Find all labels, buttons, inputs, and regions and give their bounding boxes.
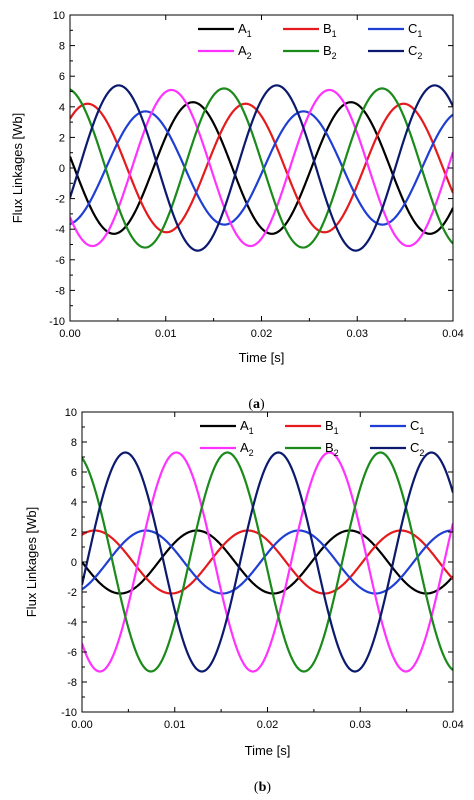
legend-label-c1: C1 (410, 418, 424, 436)
legend-label-b1: B1 (325, 418, 339, 436)
chart-panel-b: -10 -8 -6 -4 -2 0 2 4 6 8 10 0.00 0.01 0.02 0.03 0.04 Ti… (24, 407, 464, 795)
y-axis-title: Flux Linkages [Wb] (24, 507, 39, 618)
series-line-b1 (70, 102, 453, 234)
legend: A1 B1 C1 A2 B2 C2 (200, 418, 424, 458)
y-tick-label: 2 (71, 527, 77, 539)
panel-caption: (a) (248, 397, 265, 412)
y-tick-label: 8 (59, 41, 65, 53)
y-axis-title: Flux Linkages [Wb] (10, 113, 25, 224)
series-line-c2 (70, 84, 453, 252)
series-layer (82, 451, 453, 673)
y-tick-label: -4 (55, 224, 65, 236)
y-tick-label: 10 (65, 407, 77, 419)
y-tick-label: 8 (71, 437, 77, 449)
legend-label-a2: A2 (240, 440, 254, 458)
y-tick-label: 4 (59, 102, 65, 114)
y-tick-label: -2 (55, 194, 65, 206)
y-tick-label: 10 (53, 10, 65, 22)
x-axis-title: Time [s] (239, 350, 285, 365)
legend-label-b2: B2 (323, 43, 337, 61)
legend-label-b1: B1 (323, 21, 337, 39)
series-layer (70, 84, 453, 252)
panel-caption: (b) (254, 780, 271, 795)
y-tick-label: -2 (67, 587, 77, 599)
x-tick-label: 0.03 (350, 719, 371, 731)
x-tick-label: 0.04 (442, 328, 463, 340)
y-tick-label: 0 (59, 163, 65, 175)
legend-label-c1: C1 (408, 21, 422, 39)
legend-label-a2: A2 (238, 43, 252, 61)
y-tick-label: 4 (71, 497, 77, 509)
x-tick-label: 0.02 (257, 719, 278, 731)
x-tick-label: 0.03 (347, 328, 368, 340)
series-line-a2 (82, 451, 453, 673)
legend-label-c2: C2 (408, 43, 422, 61)
y-tick-label: -10 (49, 316, 65, 328)
series-line-a2 (70, 88, 453, 248)
y-tick-label: 6 (59, 71, 65, 83)
x-axis-title: Time [s] (245, 743, 291, 758)
x-tick-label: 0.00 (71, 719, 92, 731)
y-tick-label: 2 (59, 132, 65, 144)
y-tick-label: -6 (67, 647, 77, 659)
x-tick-label: 0.01 (155, 328, 176, 340)
y-tick-label: -8 (67, 677, 77, 689)
series-line-b2 (82, 451, 453, 673)
series-line-b2 (70, 87, 453, 249)
y-tick-label: -6 (55, 255, 65, 267)
legend: A1 B1 C1 A2 B2 C2 (198, 21, 422, 61)
y-tick-label: -4 (67, 617, 77, 629)
y-tick-label: -8 (55, 285, 65, 297)
series-line-b1 (82, 529, 453, 595)
legend-label-c2: C2 (410, 440, 424, 458)
series-line-c2 (82, 451, 453, 673)
y-tick-label: 6 (71, 467, 77, 479)
y-tick-label: -10 (61, 707, 77, 719)
x-tick-label: 0.01 (164, 719, 185, 731)
x-tick-label: 0.02 (251, 328, 272, 340)
x-tick-label: 0.00 (59, 328, 80, 340)
legend-label-a1: A1 (238, 21, 252, 39)
x-tick-label: 0.04 (442, 719, 463, 731)
legend-label-b2: B2 (325, 440, 339, 458)
legend-label-a1: A1 (240, 418, 254, 436)
y-tick-label: 0 (71, 557, 77, 569)
series-line-c1 (82, 529, 453, 595)
series-line-a1 (70, 101, 453, 235)
chart-panel-a: -10 -8 -6 -4 -2 0 2 4 6 8 10 0.00 0.01 0.02 0.03 0.04 Ti… (10, 10, 464, 412)
